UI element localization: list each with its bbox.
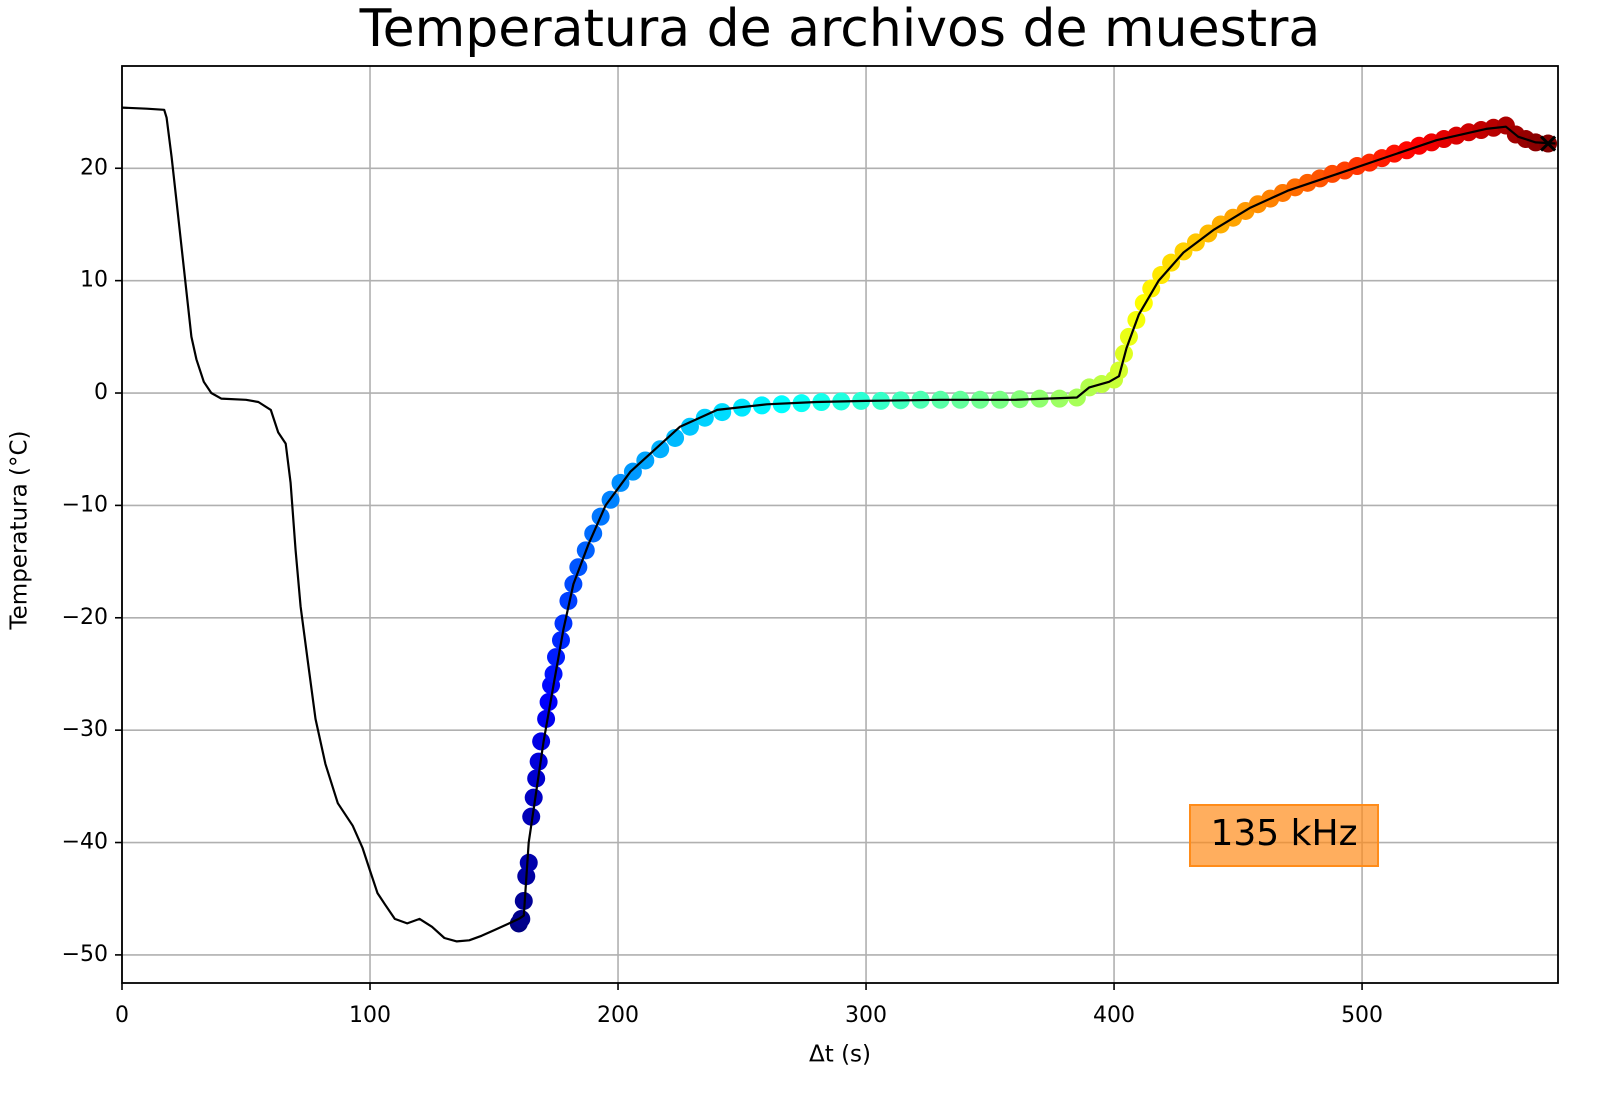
y-tick-label: 20 — [80, 155, 108, 180]
scatter-point — [554, 614, 573, 633]
scatter-point — [666, 428, 685, 447]
y-tick-label: −50 — [62, 942, 108, 967]
y-tick-label: 10 — [80, 268, 108, 293]
scatter-point — [537, 709, 556, 728]
scatter-point — [529, 752, 548, 771]
y-axis-label: Temperatura (°C) — [7, 431, 33, 631]
x-axis-label: Δt (s) — [809, 1042, 871, 1068]
plot-area — [122, 106, 1558, 943]
scatter-point — [651, 440, 670, 459]
scatter-point — [512, 909, 531, 928]
scatter-point — [544, 664, 563, 683]
axes-frame — [121, 65, 1559, 984]
scatter-point — [527, 769, 546, 788]
line — [122, 106, 1556, 943]
scatter-point — [713, 403, 732, 422]
x-tick-label: 0 — [115, 1003, 129, 1028]
y-tick-label: −20 — [62, 605, 108, 630]
y-tick-label: −10 — [62, 492, 108, 517]
scatter-point — [519, 853, 538, 872]
scatter-point — [539, 693, 558, 712]
scatter-point — [1110, 361, 1129, 380]
scatter-point — [522, 807, 541, 826]
scatter-point — [524, 788, 543, 807]
scatter-point — [532, 732, 551, 751]
x-tick-label: 500 — [1341, 1003, 1383, 1028]
chart-title: Temperatura de archivos de muestra — [359, 0, 1321, 59]
x-tick-label: 100 — [349, 1003, 391, 1028]
scatter-point — [680, 417, 699, 436]
scatter-point — [1152, 266, 1171, 285]
end-marker — [1540, 135, 1557, 152]
scatter-point — [636, 451, 655, 470]
scatter-point — [547, 648, 566, 667]
x-tick-label: 400 — [1093, 1003, 1135, 1028]
y-tick-label: 0 — [94, 380, 108, 405]
x-tick-label: 200 — [597, 1003, 639, 1028]
x-tick-label: 300 — [845, 1003, 887, 1028]
y-tick-label: −30 — [62, 717, 108, 742]
scatter-point — [1162, 253, 1181, 272]
annotation-box — [1189, 804, 1379, 867]
y-tick-label: −40 — [62, 830, 108, 855]
scatter-point — [559, 591, 578, 610]
annotation: 135 kHz — [1211, 813, 1358, 854]
scatter-point — [569, 558, 588, 577]
